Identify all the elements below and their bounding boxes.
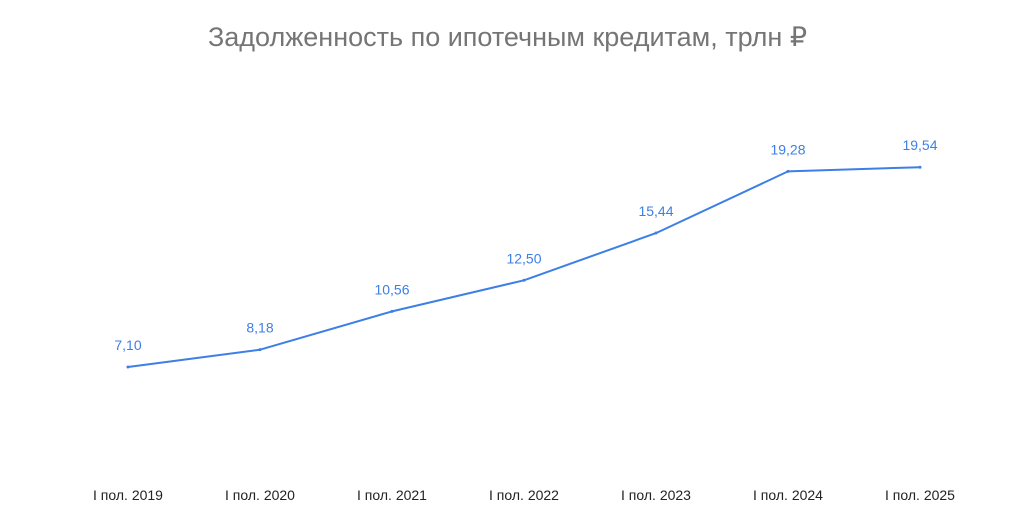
data-label: 19,28: [770, 141, 805, 157]
data-label: 15,44: [638, 203, 673, 219]
data-label: 12,50: [506, 250, 541, 266]
data-label: 7,10: [114, 337, 141, 353]
data-point: [522, 278, 526, 282]
data-point: [390, 309, 394, 313]
data-labels-group: 7,10 8,18 10,56 12,50 15,44 19,28 19,54: [114, 137, 937, 353]
data-label: 8,18: [246, 320, 273, 336]
x-axis-ticks-group: I пол. 2019 I пол. 2020 I пол. 2021 I пол. …: [93, 487, 955, 503]
x-tick-label: I пол. 2024: [753, 487, 823, 503]
x-tick-label: I пол. 2019: [93, 487, 163, 503]
data-point: [786, 169, 790, 173]
data-point: [918, 165, 922, 169]
x-tick-label: I пол. 2022: [489, 487, 559, 503]
series-line-group: [126, 165, 922, 369]
data-point: [654, 231, 658, 235]
data-point: [258, 348, 262, 352]
x-tick-label: I пол. 2020: [225, 487, 295, 503]
data-label: 19,54: [902, 137, 937, 153]
data-point: [126, 365, 130, 369]
chart-title: Задолженность по ипотечным кредитам, трл…: [207, 22, 808, 52]
x-tick-label: I пол. 2025: [885, 487, 955, 503]
series-line: [127, 166, 921, 368]
data-label: 10,56: [374, 281, 409, 297]
x-tick-label: I пол. 2021: [357, 487, 427, 503]
x-tick-label: I пол. 2023: [621, 487, 691, 503]
